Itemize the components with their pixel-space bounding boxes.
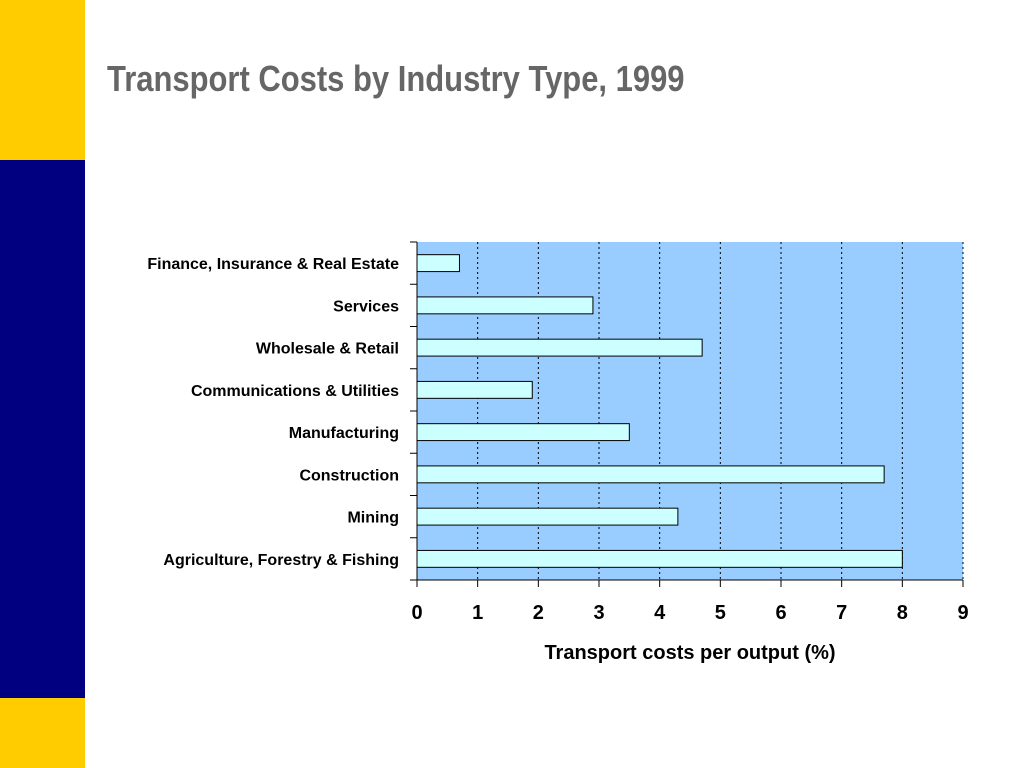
- x-tick-label: 2: [533, 602, 544, 624]
- x-tick-label: 3: [593, 602, 604, 624]
- x-tick-label: 8: [897, 602, 908, 624]
- slide-title: Transport Costs by Industry Type, 1999: [107, 58, 685, 99]
- category-label: Services: [333, 298, 399, 315]
- x-tick-label: 0: [411, 602, 422, 624]
- bar: [416, 254, 460, 273]
- x-tick-label: 9: [957, 602, 968, 624]
- axes: [410, 241, 964, 587]
- category-label: Mining: [347, 510, 399, 527]
- bar: [416, 549, 903, 568]
- x-tick-label: 5: [715, 602, 726, 624]
- category-label: Finance, Insurance & Real Estate: [147, 256, 399, 273]
- bar: [416, 380, 533, 399]
- category-label: Manufacturing: [289, 425, 399, 442]
- bar: [416, 465, 885, 484]
- category-label: Agriculture, Forestry & Fishing: [163, 552, 399, 569]
- bar: [416, 507, 679, 526]
- category-label: Communications & Utilities: [191, 383, 399, 400]
- x-tick-labels: 0 1 2 3 4 5 6 7 8 9: [411, 602, 968, 624]
- x-tick-label: 6: [775, 602, 786, 624]
- x-tick-label: 4: [654, 602, 666, 624]
- category-label: Construction: [299, 467, 399, 484]
- side-band-middle: [0, 160, 85, 698]
- side-band-bottom: [0, 698, 85, 768]
- side-band-top: [0, 0, 85, 160]
- x-tick-label: 7: [836, 602, 847, 624]
- category-labels: Finance, Insurance & Real Estate Services…: [147, 256, 399, 569]
- x-tick-label: 1: [472, 602, 483, 624]
- bar: [416, 423, 630, 442]
- x-axis-title: Transport costs per output (%): [544, 642, 835, 664]
- bar: [416, 296, 594, 315]
- bar: [416, 338, 703, 357]
- plot-area: [417, 242, 963, 580]
- plot-background: [417, 242, 963, 580]
- category-label: Wholesale & Retail: [256, 341, 399, 358]
